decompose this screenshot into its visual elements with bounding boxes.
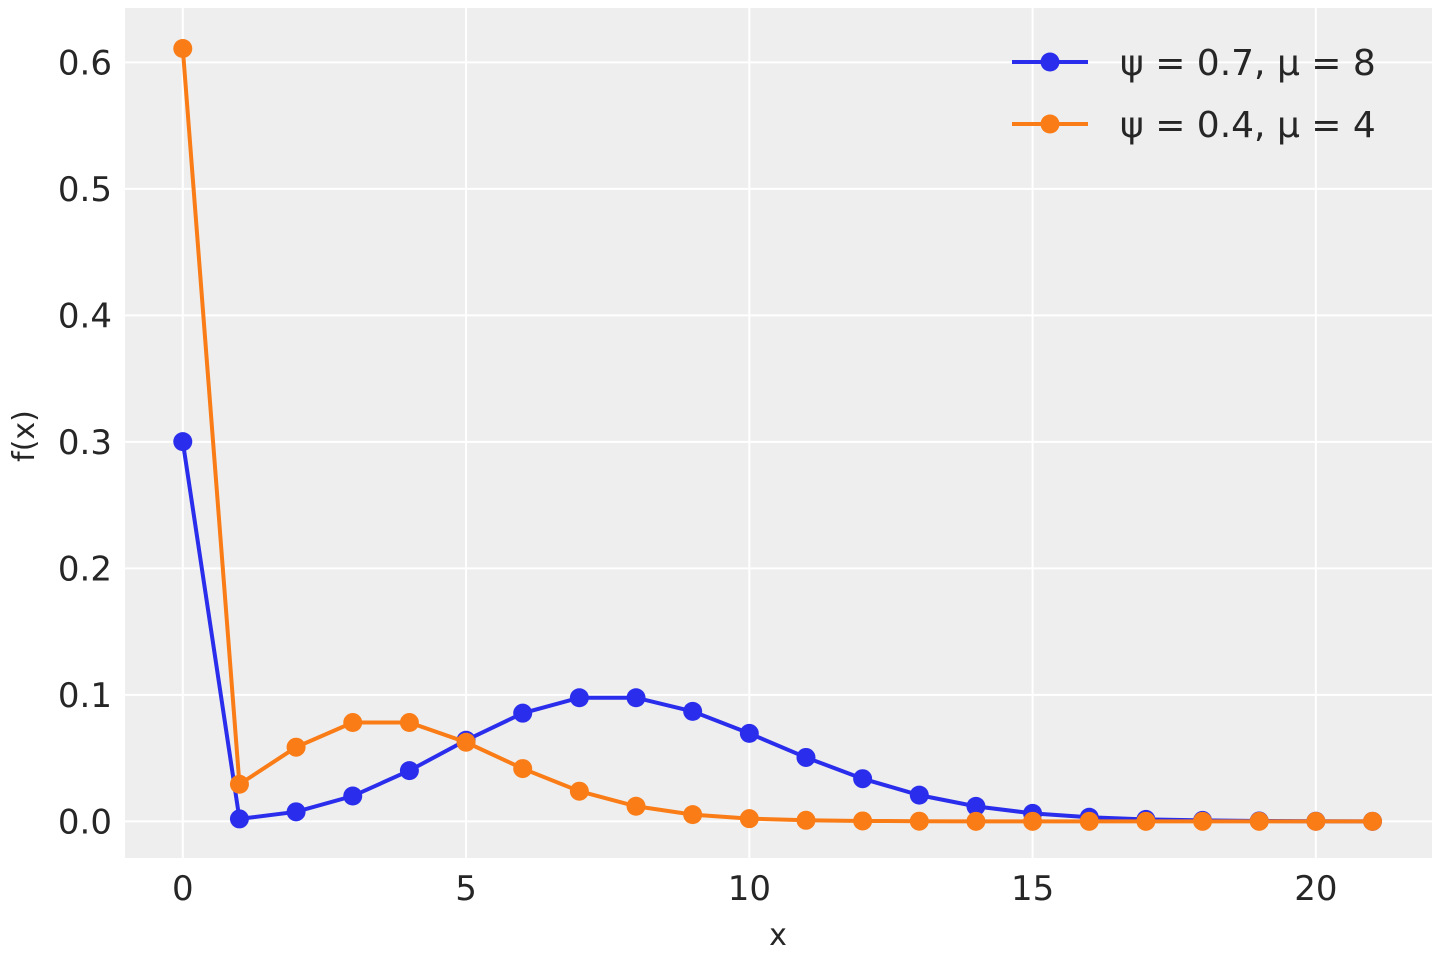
data-point xyxy=(513,703,533,723)
data-point xyxy=(626,688,646,708)
data-point xyxy=(739,723,759,743)
data-point xyxy=(229,774,249,794)
series-1 xyxy=(173,38,1383,831)
data-point xyxy=(796,810,816,830)
y-axis-label: f(x) xyxy=(7,410,42,462)
data-point xyxy=(173,432,193,452)
y-tick-label: 0.1 xyxy=(58,676,112,716)
data-point xyxy=(853,769,873,789)
data-point xyxy=(683,805,703,825)
y-tick-label: 0.4 xyxy=(58,296,112,336)
plot-background xyxy=(125,8,1432,858)
grid xyxy=(125,8,1432,858)
data-point xyxy=(1249,811,1269,831)
legend-label: ψ = 0.7, μ = 8 xyxy=(1120,43,1376,84)
series xyxy=(173,38,1383,831)
y-tick-label: 0.3 xyxy=(58,423,112,463)
y-tick-label: 0.2 xyxy=(58,549,112,589)
legend-marker xyxy=(1040,52,1060,72)
data-point xyxy=(1079,811,1099,831)
legend-entry: ψ = 0.4, μ = 4 xyxy=(1012,105,1376,146)
x-tick-label: 20 xyxy=(1294,869,1337,909)
legend: ψ = 0.7, μ = 8 ψ = 0.4, μ = 4 xyxy=(1012,43,1376,146)
data-point xyxy=(909,811,929,831)
data-point xyxy=(229,809,249,829)
y-tick-label: 0.5 xyxy=(58,170,112,210)
data-point xyxy=(683,701,703,721)
data-point xyxy=(739,809,759,829)
y-tick-label: 0.6 xyxy=(58,43,112,83)
x-tick-label: 15 xyxy=(1011,869,1054,909)
data-point xyxy=(1193,811,1213,831)
data-point xyxy=(399,713,419,733)
data-point xyxy=(1306,811,1326,831)
x-tick-label: 10 xyxy=(728,869,771,909)
y-ticks: 0.0 0.1 0.2 0.3 0.4 0.5 0.6 xyxy=(58,43,112,842)
x-tick-label: 0 xyxy=(172,869,194,909)
legend-marker xyxy=(1040,114,1060,134)
data-point xyxy=(626,796,646,816)
data-point xyxy=(909,785,929,805)
legend-label: ψ = 0.4, μ = 4 xyxy=(1120,105,1376,146)
legend-entry: ψ = 0.7, μ = 8 xyxy=(1012,43,1376,84)
data-point xyxy=(1023,811,1043,831)
data-point xyxy=(456,732,476,752)
y-tick-label: 0.0 xyxy=(58,802,112,842)
data-point xyxy=(343,786,363,806)
data-point xyxy=(569,688,589,708)
data-point xyxy=(399,761,419,781)
data-point xyxy=(853,811,873,831)
data-point xyxy=(286,737,306,757)
x-tick-label: 5 xyxy=(455,869,477,909)
data-point xyxy=(286,802,306,822)
data-point xyxy=(513,759,533,779)
data-point xyxy=(569,781,589,801)
data-point xyxy=(796,747,816,767)
data-point xyxy=(966,811,986,831)
data-point xyxy=(1363,811,1383,831)
x-axis-label: x xyxy=(769,918,787,953)
x-ticks: 0 5 10 15 20 xyxy=(172,869,1338,909)
data-point xyxy=(173,38,193,58)
data-point xyxy=(966,796,986,816)
data-point xyxy=(343,713,363,733)
data-point xyxy=(1136,811,1156,831)
series-line xyxy=(180,48,1373,824)
